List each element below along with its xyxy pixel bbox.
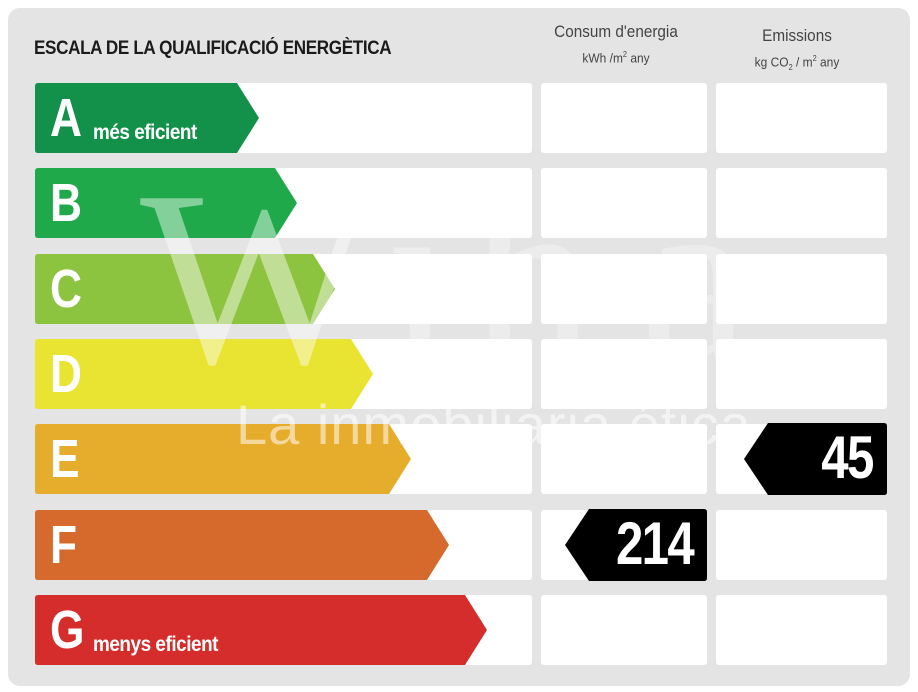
energy-band-g: G menys eficient bbox=[35, 595, 487, 665]
band-arrow-shape bbox=[35, 510, 449, 580]
emissions-rating-marker: 45 bbox=[744, 423, 887, 495]
emissions-cell bbox=[716, 168, 887, 238]
energy-band-b: B bbox=[35, 168, 297, 238]
band-note: menys eficient bbox=[93, 633, 219, 656]
rating-arrow-shape bbox=[744, 423, 887, 495]
emissions-column-header: Emissions kg CO2 / m2 any bbox=[716, 26, 878, 72]
page-title: ESCALA DE LA QUALIFICACIÓ ENERGÈTICA bbox=[34, 38, 392, 59]
band-arrow-shape bbox=[35, 339, 373, 409]
consumption-cell bbox=[541, 168, 707, 238]
rating-arrow-shape bbox=[565, 509, 707, 581]
band-arrow-shape bbox=[35, 168, 297, 238]
emissions-cell bbox=[716, 510, 887, 580]
consumption-cell bbox=[541, 83, 707, 153]
emissions-cell bbox=[716, 254, 887, 324]
band-letter: E bbox=[50, 429, 80, 489]
band-arrow-shape bbox=[35, 83, 259, 153]
band-letter: F bbox=[50, 515, 78, 575]
band-letter: G bbox=[50, 600, 85, 660]
consumption-cell bbox=[541, 339, 707, 409]
band-note: més eficient bbox=[93, 121, 197, 144]
emissions-rating-value: 45 bbox=[821, 424, 875, 491]
emissions-cell bbox=[716, 83, 887, 153]
consumption-cell bbox=[541, 424, 707, 494]
band-letter: A bbox=[50, 88, 82, 148]
band-arrow-shape bbox=[35, 424, 411, 494]
emissions-cell bbox=[716, 339, 887, 409]
energy-band-c: C bbox=[35, 254, 335, 324]
band-arrow-shape bbox=[35, 595, 487, 665]
consumption-rating-value: 214 bbox=[615, 510, 695, 577]
energy-band-a: A més eficient bbox=[35, 83, 259, 153]
consumption-rating-marker: 214 bbox=[565, 509, 707, 581]
band-letter: D bbox=[50, 344, 82, 404]
consumption-cell bbox=[541, 595, 707, 665]
energy-band-f: F bbox=[35, 510, 449, 580]
emissions-cell bbox=[716, 595, 887, 665]
band-letter: C bbox=[50, 259, 82, 319]
consumption-cell bbox=[541, 254, 707, 324]
emissions-column-title: Emissions bbox=[762, 26, 832, 45]
band-letter: B bbox=[50, 173, 82, 233]
consumption-column-header: Consum d'energia kWh /m2 any bbox=[540, 22, 692, 65]
consumption-column-unit: kWh /m2 any bbox=[582, 50, 650, 66]
energy-band-e: E bbox=[35, 424, 411, 494]
emissions-column-unit: kg CO2 / m2 any bbox=[754, 54, 840, 72]
energy-band-d: D bbox=[35, 339, 373, 409]
band-arrow-shape bbox=[35, 254, 335, 324]
consumption-column-title: Consum d'energia bbox=[554, 22, 678, 41]
